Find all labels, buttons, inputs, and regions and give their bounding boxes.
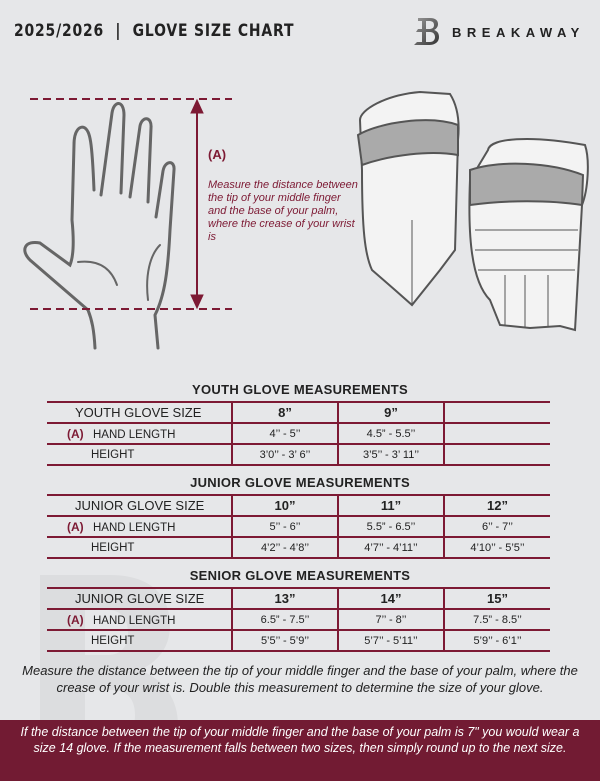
hand-length-label: HAND LENGTH — [93, 521, 176, 534]
hand-length-cell: 7’’ - 8’’ — [337, 608, 444, 631]
example-banner: If the distance between the tip of your … — [0, 720, 600, 781]
size-cell: 15” — [443, 587, 550, 610]
junior-section-title: JUNIOR GLOVE MEASUREMENTS — [190, 475, 410, 490]
senior-size-table: JUNIOR GLOVE SIZE 13” 14” 15” (A) HAND LE… — [47, 587, 550, 652]
hand-length-cell: 7.5” - 8.5’’ — [443, 608, 550, 631]
hand-length-row: (A) HAND LENGTH 6.5” - 7.5’’ 7’’ - 8’’ 7.… — [47, 608, 550, 631]
hockey-glove-back-icon — [356, 90, 460, 307]
size-cell: 9” — [337, 401, 444, 424]
brand-logo: BREAKAWAY — [410, 16, 585, 48]
height-label: HEIGHT — [47, 443, 232, 466]
dashed-guides — [30, 98, 232, 310]
measure-marker: (A) — [67, 612, 84, 627]
hand-length-label: HAND LENGTH — [93, 428, 176, 441]
hand-length-row: (A) HAND LENGTH 4’’ - 5’’ 4.5” - 5.5’’ — [47, 422, 550, 445]
size-row: JUNIOR GLOVE SIZE 10” 11” 12” — [47, 494, 550, 517]
size-cell: 10” — [231, 494, 338, 517]
measure-description: Measure the distance between the tip of … — [208, 179, 358, 243]
measure-marker: (A) — [67, 519, 84, 534]
size-row: YOUTH GLOVE SIZE 8” 9” — [47, 401, 550, 424]
page-title: 2025/2026 | GLOVE SIZE CHART — [14, 21, 295, 41]
height-cell: 4’2’’ - 4’8’’ — [231, 536, 338, 559]
height-row: HEIGHT 4’2’’ - 4’8’’ 4’7’’ - 4’11’’ 4’10… — [47, 536, 550, 559]
hand-length-cell: 5’’ - 6’’ — [231, 515, 338, 538]
brand-name: BREAKAWAY — [452, 24, 585, 40]
measure-marker: (A) — [67, 426, 84, 441]
height-label: HEIGHT — [47, 629, 232, 652]
example-text: If the distance between the tip of your … — [20, 725, 580, 755]
height-cell: 5’7’’ - 5’11’’ — [337, 629, 444, 652]
junior-size-table: JUNIOR GLOVE SIZE 10” 11” 12” (A) HAND LE… — [47, 494, 550, 559]
size-row: JUNIOR GLOVE SIZE 13” 14” 15” — [47, 587, 550, 610]
measurement-instructions: Measure the distance between the tip of … — [22, 663, 578, 695]
size-row-label: JUNIOR GLOVE SIZE — [47, 587, 232, 610]
hand-length-cell: 4.5” - 5.5’’ — [337, 422, 444, 445]
hand-length-cell: 5.5” - 6.5’’ — [337, 515, 444, 538]
height-row: HEIGHT 5’5’’ - 5’9’’ 5’7’’ - 5’11’’ 5’9’… — [47, 629, 550, 652]
measurement-illustration — [23, 90, 589, 350]
hockey-glove-palm-icon — [468, 138, 589, 332]
size-row-label: YOUTH GLOVE SIZE — [47, 401, 232, 424]
size-cell: 13” — [231, 587, 338, 610]
size-row-label: JUNIOR GLOVE SIZE — [47, 494, 232, 517]
height-cell: 5’5’’ - 5’9’’ — [231, 629, 338, 652]
hand-length-cell — [443, 422, 550, 445]
youth-section-title: YOUTH GLOVE MEASUREMENTS — [192, 382, 408, 397]
size-cell — [443, 401, 550, 424]
size-cell: 14” — [337, 587, 444, 610]
size-cell: 11” — [337, 494, 444, 517]
height-cell: 3’5’’ - 3’ 11’’ — [337, 443, 444, 466]
measure-arrow-icon — [190, 98, 204, 310]
hand-length-row: (A) HAND LENGTH 5’’ - 6’’ 5.5” - 6.5’’ 6’… — [47, 515, 550, 538]
height-cell: 5’9’’ - 6’1’’ — [443, 629, 550, 652]
height-cell: 4’7’’ - 4’11’’ — [337, 536, 444, 559]
size-cell: 12” — [443, 494, 550, 517]
height-cell — [443, 443, 550, 466]
size-cell: 8” — [231, 401, 338, 424]
hand-outline-icon — [23, 102, 176, 350]
measure-label: (A) — [208, 147, 227, 162]
height-cell: 4’10’’ - 5’5’’ — [443, 536, 550, 559]
height-cell: 3’0’’ - 3’ 6’’ — [231, 443, 338, 466]
hand-length-label: HAND LENGTH — [93, 614, 176, 627]
hand-length-cell: 6.5” - 7.5’’ — [231, 608, 338, 631]
hand-length-cell: 4’’ - 5’’ — [231, 422, 338, 445]
breakaway-b-logo-icon — [414, 18, 439, 45]
youth-size-table: YOUTH GLOVE SIZE 8” 9” (A) HAND LENGTH 4’… — [47, 401, 550, 466]
height-row: HEIGHT 3’0’’ - 3’ 6’’ 3’5’’ - 3’ 11’’ — [47, 443, 550, 466]
senior-section-title: SENIOR GLOVE MEASUREMENTS — [189, 568, 411, 583]
hand-length-cell: 6’’ - 7’’ — [443, 515, 550, 538]
height-label: HEIGHT — [47, 536, 232, 559]
